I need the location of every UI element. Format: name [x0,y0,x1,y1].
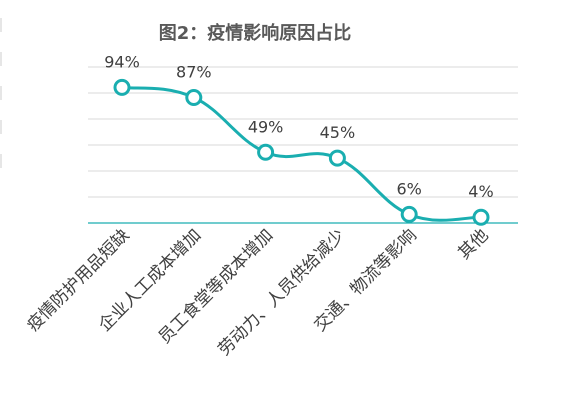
data-point [328,149,346,167]
data-label: 49% [248,117,284,136]
data-point [472,208,490,226]
edge-mark [0,18,2,32]
data-label: 45% [320,123,356,142]
data-labels: 94% 87% 49% 45% 6% 4% [104,52,493,201]
chart-title: 图2：疫情影响原因占比 [159,22,352,44]
edge-mark [0,86,2,100]
data-label: 6% [397,179,422,198]
data-point [400,205,418,223]
data-label: 87% [176,62,212,81]
markers [113,78,490,226]
x-tick-label: 其他 [454,225,492,263]
x-tick-label: 劳动力、人员供给减少 [215,225,349,359]
data-point [257,143,275,161]
data-point [185,88,203,106]
data-point [113,78,131,96]
gridlines [88,66,518,224]
edge-mark [0,154,2,168]
x-axis-labels: 疫情防护用品短缺企业人工成本增加员工食堂等成本增加劳动力、人员供给减少交通、物流… [23,225,492,359]
data-label: 4% [468,182,493,201]
data-label: 94% [104,52,140,71]
edge-mark [0,52,2,66]
series-line [120,85,483,222]
series-line-layer [120,85,483,222]
edge-mark [0,120,2,134]
